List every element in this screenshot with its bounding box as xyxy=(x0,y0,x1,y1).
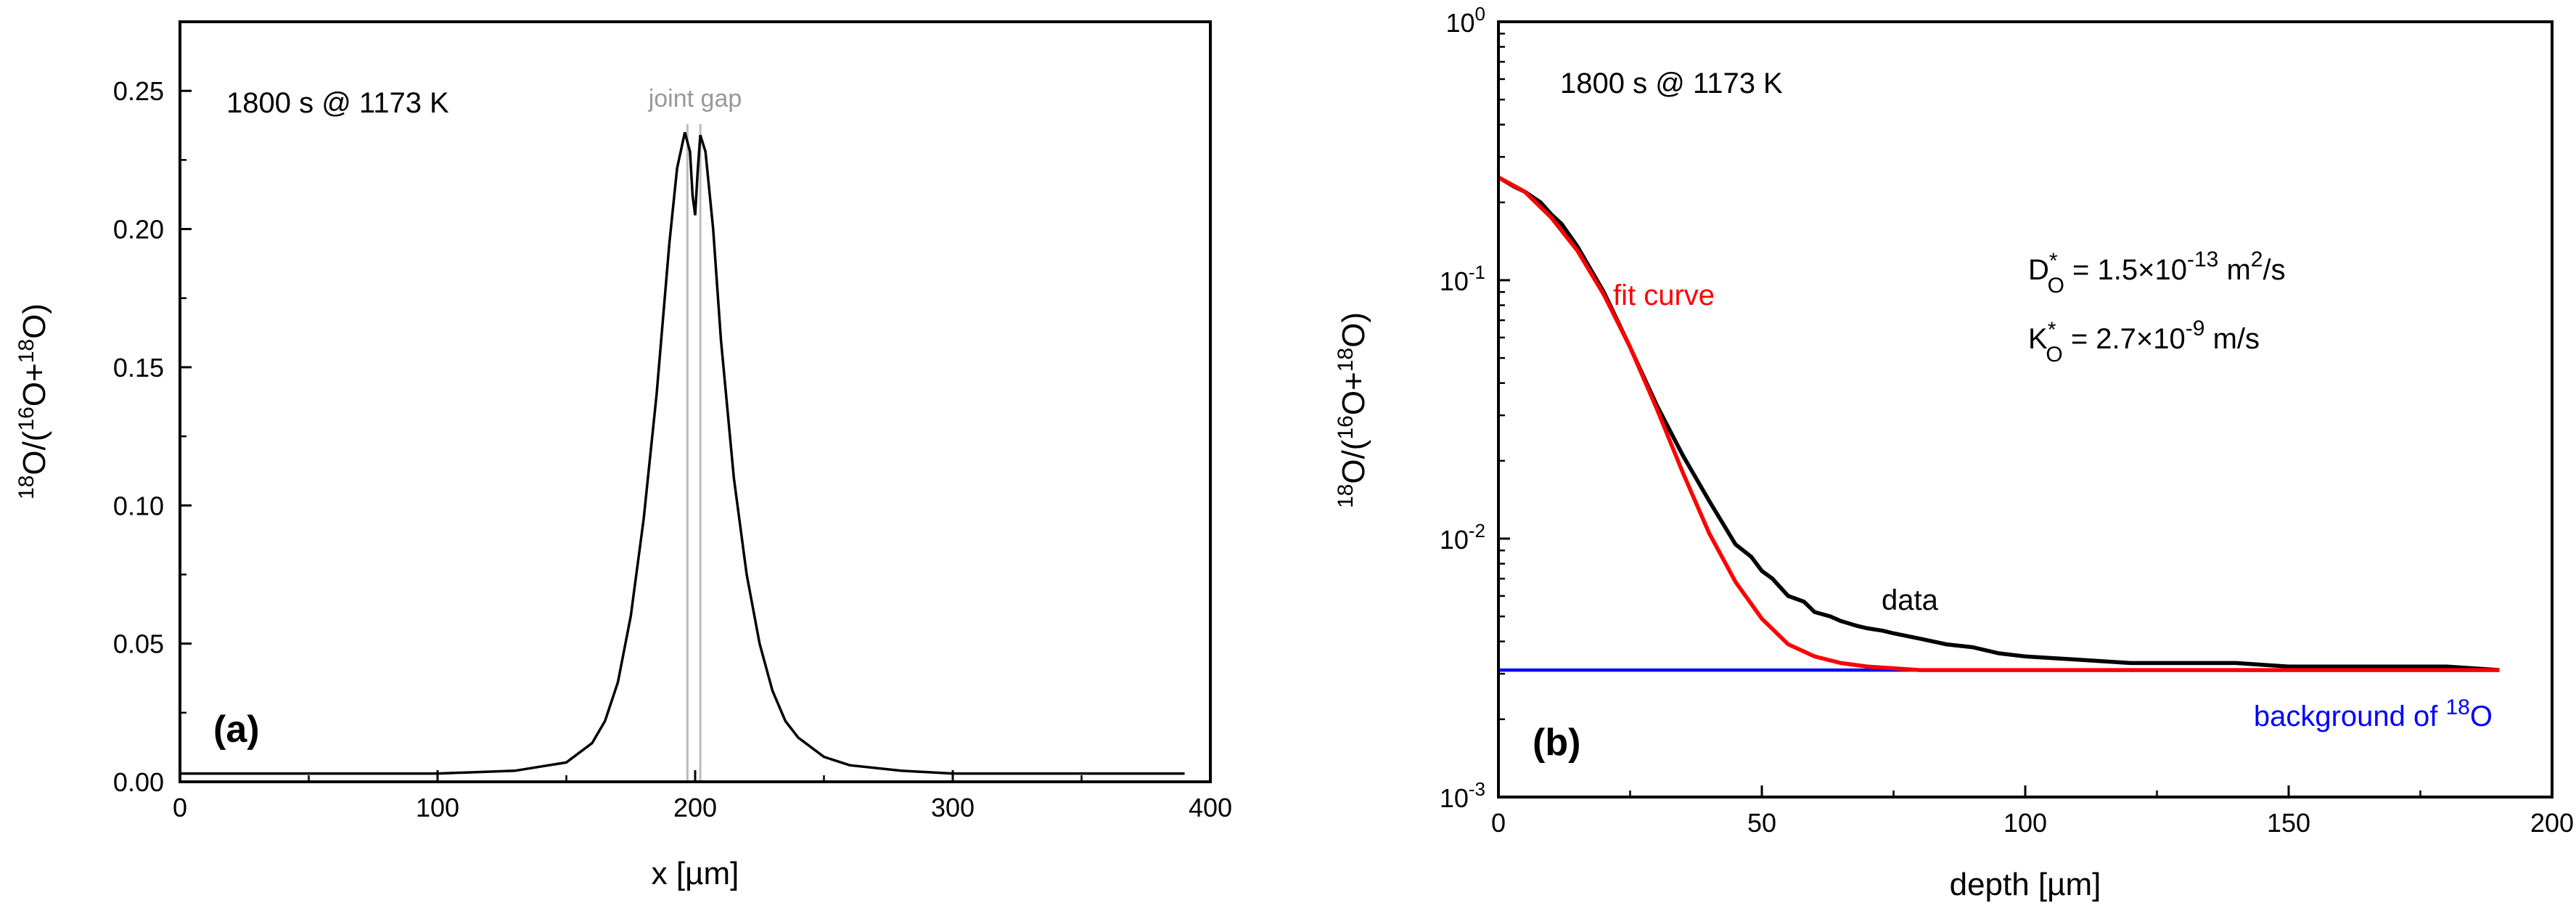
panel-b-y-tick-label: 10-1 xyxy=(1440,261,1485,296)
panel-a-y-tick-label: 0.25 xyxy=(113,76,164,106)
panel-b-label: (b) xyxy=(1533,722,1580,764)
panel-b-y-axis-title: 18O/(16O+18O) xyxy=(1334,312,1371,508)
panel-a-x-tick-label: 200 xyxy=(673,793,717,822)
background-label: background of 18O xyxy=(2254,695,2493,732)
panel-b-ticks: 0 50 100 150 200 10-3 10-2 10-1 100 xyxy=(1440,3,2574,838)
panel-a-x-tick-label: 100 xyxy=(416,793,459,822)
panel-a-profile-line xyxy=(180,131,1185,775)
panel-b-plot-frame xyxy=(1497,20,2554,798)
panel-a: 0 100 200 300 400 0.00 0.05 0.10 0.15 0.20 0.25 jo… xyxy=(15,20,1232,891)
panel-a-ticks: 0 100 200 300 400 0.00 0.05 0.10 0.15 0.20 0.25 xyxy=(113,20,1232,822)
panel-b-x-tick-label: 50 xyxy=(1747,808,1776,838)
panel-b-x-tick-label: 150 xyxy=(2267,808,2310,838)
surface-exchange-equation: K* O = 2.7×10-9 m/s xyxy=(2028,316,2260,367)
panel-a-y-tick-label: 0.10 xyxy=(113,491,164,520)
panel-b-y-tick-label: 10-3 xyxy=(1440,778,1485,813)
diffusion-coefficient-equation: D* O = 1.5×10-13 m2/s xyxy=(2028,248,2286,298)
panel-a-x-tick-label: 300 xyxy=(931,793,975,822)
panel-b-x-tick-label: 0 xyxy=(1491,808,1506,838)
panel-b-y-tick-label: 100 xyxy=(1445,3,1485,38)
panel-a-x-axis-title: x [µm] xyxy=(652,856,739,891)
panel-b-x-tick-label: 200 xyxy=(2530,808,2574,838)
panel-a-y-tick-label: 0.15 xyxy=(113,353,164,383)
panel-b-y-tick-label: 10-2 xyxy=(1440,520,1485,555)
panel-a-y-axis-title: 18O/(16O+18O) xyxy=(15,303,52,499)
fit-curve-label: fit curve xyxy=(1613,279,1715,311)
joint-gap-label: joint gap xyxy=(648,85,742,113)
panel-a-annotation: 1800 s @ 1173 K xyxy=(226,87,449,119)
panel-b-annotation: 1800 s @ 1173 K xyxy=(1560,68,1783,99)
panel-a-y-tick-label: 0.20 xyxy=(113,215,164,245)
panel-b-x-axis-title: depth [µm] xyxy=(1950,867,2101,902)
panel-a-x-tick-label: 400 xyxy=(1189,793,1232,822)
data-label: data xyxy=(1882,584,1939,616)
panel-a-y-tick-label: 0.00 xyxy=(113,767,164,797)
panel-b: 0 50 100 150 200 10-3 10-2 10-1 100 1800 s @ 117… xyxy=(1334,3,2574,902)
fit-curve-line xyxy=(1497,175,2500,672)
panel-b-x-tick-label: 100 xyxy=(2003,808,2047,838)
data-line xyxy=(1497,175,2500,672)
panel-a-label: (a) xyxy=(213,708,260,751)
panel-a-plot-frame xyxy=(179,20,1212,783)
joint-gap-lines xyxy=(686,123,702,782)
panel-a-x-tick-label: 0 xyxy=(173,793,187,822)
panel-a-y-tick-label: 0.05 xyxy=(113,629,164,659)
